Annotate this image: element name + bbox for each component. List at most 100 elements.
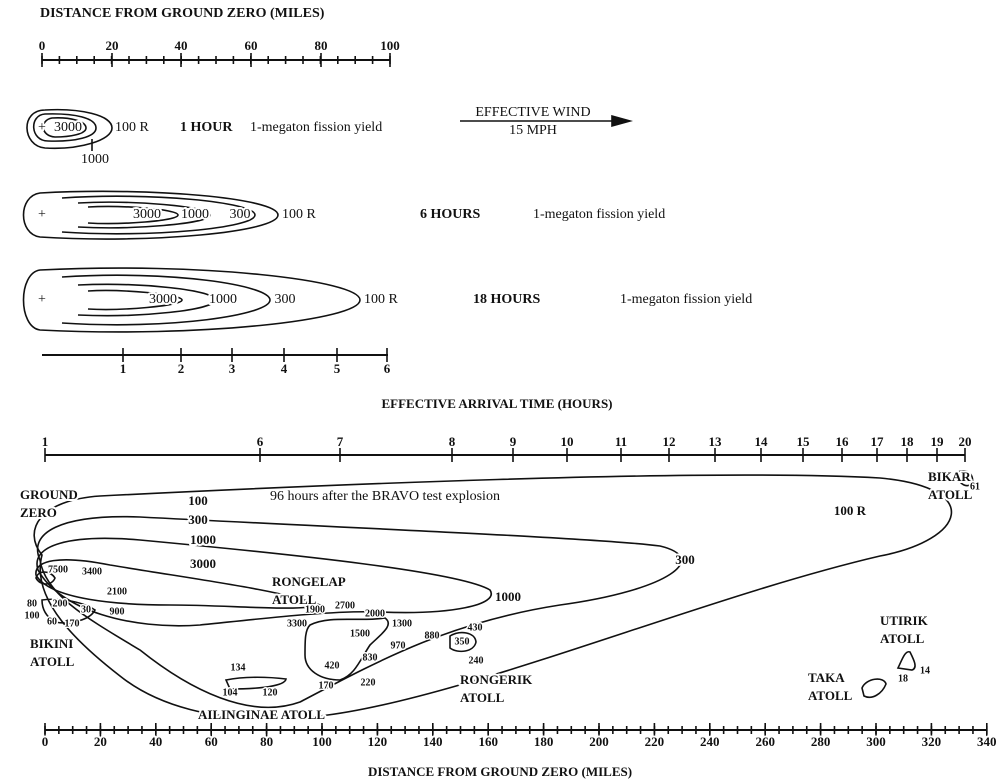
arrival-scale-label: 16: [836, 434, 850, 449]
contour-label: 3000: [190, 556, 216, 571]
ground-zero-mark: +: [38, 292, 46, 307]
top-scale-label: 60: [245, 38, 258, 53]
place-label: TAKA: [808, 670, 845, 685]
place-label: GROUND: [20, 487, 78, 502]
place-label: AILINGINAE ATOLL: [198, 707, 325, 722]
arrival-scale-label: 19: [931, 434, 945, 449]
top-scale-label: 80: [315, 38, 328, 53]
reading: 900: [110, 606, 125, 617]
arrival-scale-label: 11: [615, 434, 627, 449]
top-scale-label: 0: [39, 38, 46, 53]
distance-scale-label: 0: [42, 734, 49, 749]
distance-scale-label: 320: [922, 734, 942, 749]
arrival-scale-label: 15: [797, 434, 811, 449]
contour-label: 100 R: [282, 207, 317, 222]
yield-label: 1-megaton fission yield: [620, 292, 752, 307]
place-label: ATOLL: [808, 688, 853, 703]
atoll-outlines: [41, 469, 974, 699]
caption: 96 hours after the BRAVO test explosion: [270, 489, 500, 504]
reading: 1900: [305, 604, 325, 615]
place-label: ATOLL: [30, 654, 75, 669]
contour-label: 100: [188, 493, 208, 508]
arrival-scale-label: 7: [337, 434, 344, 449]
place-label: BIKAR: [928, 469, 971, 484]
arrival-scale-label: 17: [871, 434, 885, 449]
distance-scale-label: 100: [312, 734, 332, 749]
reading: 61: [970, 481, 980, 492]
reading: 2700: [335, 600, 355, 611]
arrival-scale-label: 20: [959, 434, 972, 449]
scale-title: DISTANCE FROM GROUND ZERO (MILES): [368, 764, 632, 779]
distance-scale-label: 280: [811, 734, 831, 749]
contour-label: 3000: [54, 120, 82, 135]
reading: 240: [469, 655, 484, 666]
reading: 220: [361, 677, 376, 688]
reading: 100: [25, 610, 40, 621]
contour-label: 1000: [495, 589, 521, 604]
distance-scale-label: 160: [478, 734, 498, 749]
place-label: ZERO: [20, 505, 57, 520]
generated: DISTANCE FROM GROUND ZERO (MILES)0 20 40 60…: [18, 4, 999, 781]
panel-contours: [22, 108, 633, 333]
contour-label: 300: [675, 552, 695, 567]
arrival-scale-label: 9: [510, 434, 517, 449]
arrival-scale-label: 8: [449, 434, 456, 449]
distance-scale-label: 200: [589, 734, 609, 749]
contour-label: 300: [188, 512, 208, 527]
reading: 3300: [287, 618, 307, 629]
time-scale-label: 6: [384, 361, 391, 376]
top-scale-label: 40: [175, 38, 188, 53]
reading: 30: [81, 604, 91, 615]
contour-label: 300: [230, 207, 251, 222]
reading: 430: [468, 622, 483, 633]
place-label: ATOLL: [272, 592, 317, 607]
yield-label: 1-megaton fission yield: [250, 120, 382, 135]
ground-zero-mark: +: [38, 207, 46, 222]
distance-scale-label: 40: [149, 734, 162, 749]
distance-scale-label: 300: [866, 734, 886, 749]
distance-scale-label: 120: [368, 734, 388, 749]
time-scale-label: 2: [178, 361, 185, 376]
arrival-scale-label: 14: [755, 434, 769, 449]
distance-scale-label: 340: [977, 734, 997, 749]
reading: 1500: [350, 628, 370, 639]
scale-title: EFFECTIVE ARRIVAL TIME (HOURS): [381, 396, 612, 411]
time-scale-label: 3: [229, 361, 236, 376]
contour-label: 100 R: [364, 292, 399, 307]
place-label: ATOLL: [928, 487, 973, 502]
time-label: 1 HOUR: [180, 120, 233, 135]
top-scale-label: 100: [380, 38, 400, 53]
reading: 170: [65, 618, 80, 629]
contour-label: 3000: [133, 207, 161, 222]
arrival-scale-label: 12: [663, 434, 676, 449]
time-label: 6 HOURS: [420, 207, 481, 222]
reading: 104: [223, 687, 238, 698]
top-scale-label: 20: [106, 38, 119, 53]
contour-label: 3000: [149, 292, 177, 307]
reading: 7500: [48, 564, 68, 575]
bravo-contours: [33, 474, 953, 720]
reading: 350: [455, 636, 470, 647]
time-scale-label: 1: [120, 361, 127, 376]
distance-scale-label: 60: [205, 734, 218, 749]
contour-label: 1000: [190, 532, 216, 547]
reading: 970: [391, 640, 406, 651]
arrival-scale-label: 1: [42, 434, 49, 449]
ground-zero-mark: +: [38, 120, 46, 135]
reading: 14: [920, 665, 930, 676]
place-label: RONGELAP: [272, 574, 346, 589]
reading: 420: [325, 660, 340, 671]
place-label: BIKINI: [30, 636, 73, 651]
reading: 880: [425, 630, 440, 641]
reading: 134: [231, 662, 246, 673]
yield-label: 1-megaton fission yield: [533, 207, 665, 222]
time-scale-label: 5: [334, 361, 341, 376]
reading: 18: [898, 673, 908, 684]
contour-label: 1000: [181, 207, 209, 222]
reading: 80: [27, 598, 37, 609]
distance-scale-label: 260: [755, 734, 775, 749]
reading: 3400: [82, 566, 102, 577]
reading: 120: [263, 687, 278, 698]
distance-scale-label: 20: [94, 734, 107, 749]
